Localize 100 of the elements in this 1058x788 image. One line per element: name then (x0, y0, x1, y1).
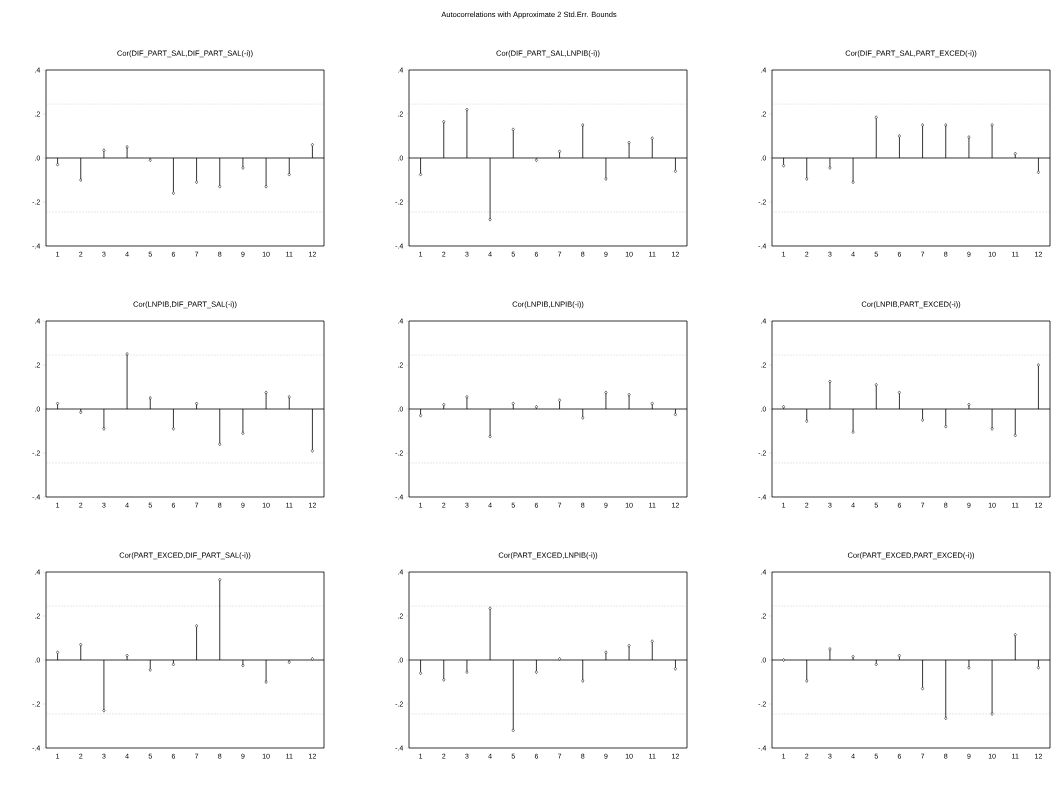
point (581, 123, 585, 127)
point (465, 107, 469, 112)
point (990, 426, 994, 431)
point (287, 172, 291, 177)
point (944, 123, 948, 127)
point (1036, 665, 1040, 670)
point (171, 191, 175, 196)
point (465, 395, 469, 399)
point (264, 680, 268, 684)
point (442, 402, 446, 407)
point (241, 431, 245, 436)
point (148, 396, 152, 400)
point (171, 662, 175, 667)
point (673, 169, 677, 174)
point (419, 172, 423, 177)
point (511, 127, 515, 132)
point (102, 708, 106, 713)
point (442, 119, 446, 124)
point (488, 434, 492, 439)
point (79, 642, 83, 647)
point (264, 184, 268, 189)
point (102, 426, 106, 431)
point (310, 657, 314, 661)
point (125, 653, 129, 658)
point (805, 679, 809, 683)
point (1013, 433, 1017, 438)
point (650, 401, 654, 406)
point (782, 163, 786, 168)
point (604, 177, 608, 181)
point (310, 142, 314, 147)
point (874, 115, 878, 120)
point (627, 392, 631, 397)
point (921, 418, 925, 422)
point (419, 413, 423, 418)
point (534, 670, 538, 674)
point (1036, 363, 1040, 367)
point (195, 401, 199, 406)
point (488, 217, 492, 222)
point (967, 665, 971, 670)
point (897, 390, 901, 395)
point (79, 178, 83, 182)
point (967, 402, 971, 407)
point (218, 184, 222, 189)
point (1013, 151, 1017, 156)
point (921, 123, 925, 127)
point (828, 379, 832, 384)
point (56, 650, 60, 655)
point (558, 149, 562, 154)
point (442, 677, 446, 682)
point (990, 123, 994, 127)
point (511, 401, 515, 406)
point (241, 166, 245, 170)
point (465, 670, 469, 674)
point (604, 390, 608, 395)
point (673, 666, 677, 671)
point (287, 395, 291, 399)
point (558, 657, 562, 661)
point (218, 442, 222, 447)
point (1036, 170, 1040, 175)
point (604, 650, 608, 655)
point (673, 412, 677, 417)
point (310, 448, 314, 453)
point (944, 424, 948, 429)
point (125, 145, 129, 149)
point (419, 671, 423, 676)
point (264, 390, 268, 395)
point (897, 653, 901, 658)
point (990, 712, 994, 716)
point (195, 180, 199, 185)
point (967, 135, 971, 139)
point (558, 398, 562, 403)
point (627, 140, 631, 145)
point (56, 401, 60, 406)
point (1013, 632, 1017, 637)
point (171, 426, 175, 431)
point (874, 662, 878, 667)
point (828, 166, 832, 170)
point (148, 668, 152, 672)
point (650, 136, 654, 141)
point (650, 639, 654, 644)
point (944, 716, 948, 721)
point (102, 148, 106, 153)
point (488, 606, 492, 611)
point (218, 577, 222, 582)
point (627, 643, 631, 648)
point (828, 647, 832, 651)
point (581, 415, 585, 420)
point (851, 180, 855, 185)
point (897, 134, 901, 138)
point (56, 162, 60, 167)
point (125, 352, 129, 356)
point (805, 419, 809, 423)
point (511, 728, 515, 733)
point (851, 430, 855, 434)
point (805, 177, 809, 181)
point (874, 382, 878, 387)
point (921, 686, 925, 691)
point (581, 679, 585, 683)
point (782, 658, 786, 662)
point (195, 624, 199, 628)
